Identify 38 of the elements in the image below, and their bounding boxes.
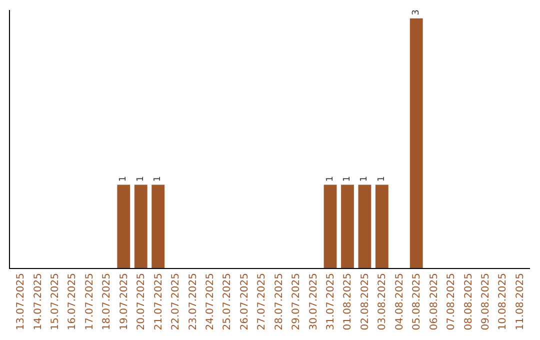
x-tick-label: 09.08.2025	[480, 273, 492, 330]
data-label: 1	[136, 176, 146, 182]
x-tick-label: 10.08.2025	[498, 273, 509, 330]
data-label: 1	[342, 176, 352, 182]
data-label: 1	[153, 176, 164, 182]
x-tick-label: 07.08.2025	[446, 273, 458, 330]
data-label: 1	[360, 176, 370, 182]
x-tick-label: 22.07.2025	[170, 273, 182, 330]
data-label: 3	[411, 10, 422, 16]
x-tick-label: 21.07.2025	[153, 273, 164, 330]
x-tick-label: 04.08.2025	[394, 273, 406, 330]
x-tick-label: 16.07.2025	[67, 273, 78, 330]
data-label: 1	[118, 176, 129, 182]
x-tick-label: 01.08.2025	[342, 273, 354, 330]
x-tick-label: 14.07.2025	[32, 273, 44, 330]
x-tick-label: 23.07.2025	[188, 273, 199, 330]
data-label: 1	[376, 176, 387, 182]
x-tick-label: 26.07.2025	[239, 273, 250, 330]
x-tick-label: 28.07.2025	[274, 273, 285, 330]
x-tick-label: 03.08.2025	[377, 273, 388, 330]
x-tick-label: 13.07.2025	[16, 273, 27, 330]
data-label: 1	[325, 176, 336, 182]
x-tick-label: 05.08.2025	[412, 273, 423, 330]
x-tick-label: 29.07.2025	[291, 273, 302, 330]
x-tick-label: 20.07.2025	[136, 273, 148, 330]
x-tick-label: 25.07.2025	[222, 273, 234, 330]
x-tick-label: 15.07.2025	[50, 273, 62, 330]
x-tick-label: 02.08.2025	[360, 273, 371, 330]
x-tick-label: 24.07.2025	[204, 273, 216, 330]
x-tick-label: 08.08.2025	[463, 273, 474, 330]
x-tick-label: 11.08.2025	[514, 273, 526, 330]
x-tick-label: 31.07.2025	[326, 273, 337, 330]
x-tick-label: 27.07.2025	[256, 273, 268, 330]
x-tick-label: 06.08.2025	[428, 273, 440, 330]
x-tick-label: 19.07.2025	[118, 273, 130, 330]
x-tick-label: 18.07.2025	[102, 273, 113, 330]
x-tick-label: 17.07.2025	[84, 273, 96, 330]
x-tick-label: 30.07.2025	[308, 273, 320, 330]
